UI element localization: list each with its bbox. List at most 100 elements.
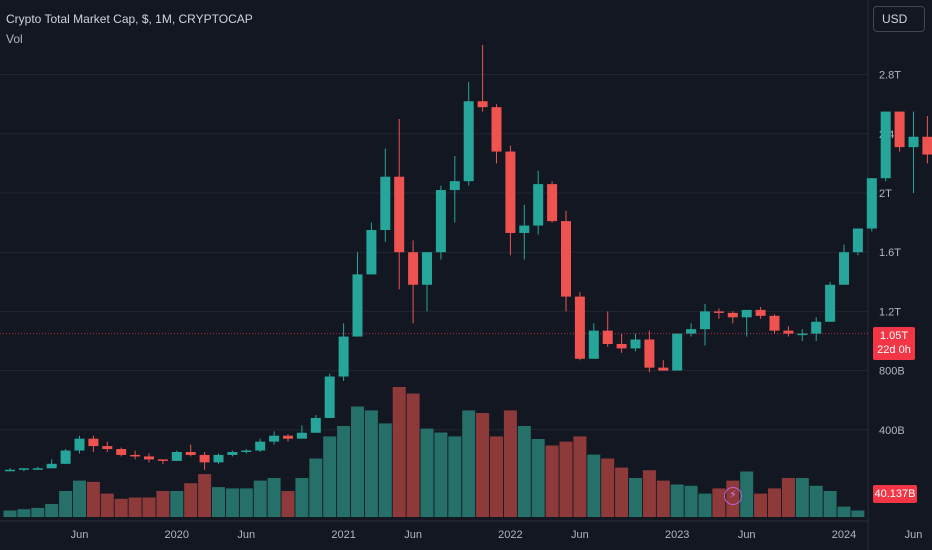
candle-body: [88, 438, 99, 447]
x-tick-label: 2024: [832, 529, 856, 541]
candle-body: [908, 136, 919, 148]
candle-body: [324, 376, 335, 418]
lightning-bolt-icon[interactable]: ⚡: [724, 487, 742, 505]
candle-body: [852, 228, 863, 253]
volume-bar: [114, 498, 128, 517]
candle-body: [894, 111, 905, 148]
volume-bar: [100, 493, 114, 517]
volume-bar: [17, 509, 31, 517]
candle-body: [741, 309, 752, 318]
candle-body: [74, 438, 85, 451]
candle-body: [630, 339, 641, 349]
x-tick-label: Jun: [71, 529, 89, 541]
x-tick-label: Jun: [404, 529, 422, 541]
candle-body: [755, 309, 766, 316]
volume-bar: [323, 436, 337, 517]
candle-body: [505, 151, 516, 233]
y-tick-label: 2.8T: [879, 70, 901, 82]
candle-body: [839, 252, 849, 285]
candle-body: [644, 339, 655, 368]
candle-body: [700, 311, 710, 330]
volume-bar: [851, 510, 865, 517]
candle-body: [283, 435, 293, 439]
volume-bar: [434, 432, 448, 517]
volume-bar: [253, 480, 267, 517]
candle-body: [602, 330, 613, 344]
candle-body: [130, 454, 141, 457]
y-tick-label: 400B: [879, 425, 905, 437]
volume-bar: [392, 387, 406, 517]
candle-body: [435, 190, 446, 253]
volume-bar: [768, 488, 781, 517]
volume-bar: [698, 493, 712, 517]
volume-bar: [781, 478, 795, 517]
candle-body: [171, 452, 182, 461]
volume-bar: [531, 439, 545, 517]
y-tick-label: 1.6T: [879, 247, 901, 259]
volume-bar: [239, 488, 253, 517]
volume-bar: [809, 485, 823, 517]
candle-body: [866, 178, 877, 229]
volume-bar: [656, 480, 670, 517]
candle-body: [241, 450, 252, 453]
candle-body: [269, 435, 280, 442]
candle-body: [547, 184, 558, 222]
volume-bar: [490, 436, 503, 517]
volume-bar: [267, 478, 281, 517]
volume-bar: [31, 507, 45, 517]
candle-body: [491, 107, 502, 152]
candle-body: [449, 181, 460, 191]
candle-body: [116, 449, 127, 455]
x-tick-label: 2020: [165, 529, 189, 541]
volume-bar: [364, 410, 378, 517]
volume-bar: [420, 428, 434, 517]
candle-body: [199, 454, 210, 463]
volume-bar: [754, 493, 768, 517]
candle-body: [422, 252, 432, 285]
volume-bar: [559, 441, 573, 517]
candle-body: [46, 463, 57, 469]
candle-body: [32, 468, 43, 470]
volume-bar: [170, 491, 184, 517]
candle-body: [922, 136, 932, 155]
volume-bar: [156, 491, 170, 517]
volume-bar: [601, 458, 615, 517]
volume-bar: [184, 483, 198, 517]
volume-bar: [573, 436, 587, 517]
volume-indicator-label[interactable]: Vol: [6, 32, 23, 46]
volume-bar: [795, 478, 809, 517]
volume-bar: [587, 454, 601, 517]
x-tick-label: Jun: [571, 529, 589, 541]
symbol-title[interactable]: Crypto Total Market Cap, $, 1M, CRYPTOCA…: [6, 12, 253, 26]
candle-body: [394, 176, 405, 253]
candle-body: [811, 321, 822, 334]
volume-bar: [281, 491, 295, 517]
volume-bar: [503, 410, 517, 517]
candle-body: [574, 296, 585, 359]
volume-bar: [615, 467, 629, 517]
x-tick-label: Jun: [738, 529, 756, 541]
candle-body: [380, 176, 391, 230]
candle-body: [352, 274, 363, 337]
candle-body: [60, 450, 71, 464]
candle-body: [783, 330, 794, 334]
candle-body: [797, 333, 808, 336]
candle-body: [588, 330, 599, 359]
candle-body: [463, 101, 474, 182]
currency-button[interactable]: USD: [873, 6, 925, 32]
candle-body: [616, 343, 627, 349]
volume-bar: [86, 481, 100, 517]
volume-bar: [45, 504, 59, 517]
candle-body: [477, 101, 488, 108]
candle-body: [713, 311, 724, 313]
volume-bar: [823, 491, 837, 517]
x-tick-label: 2022: [498, 529, 522, 541]
volume-bar: [59, 491, 73, 517]
volume-bar: [629, 478, 642, 517]
candle-body: [408, 252, 419, 285]
volume-bar: [351, 406, 364, 517]
candle-body: [5, 469, 15, 472]
volume-bar: [295, 478, 309, 517]
candle-body: [102, 446, 113, 450]
